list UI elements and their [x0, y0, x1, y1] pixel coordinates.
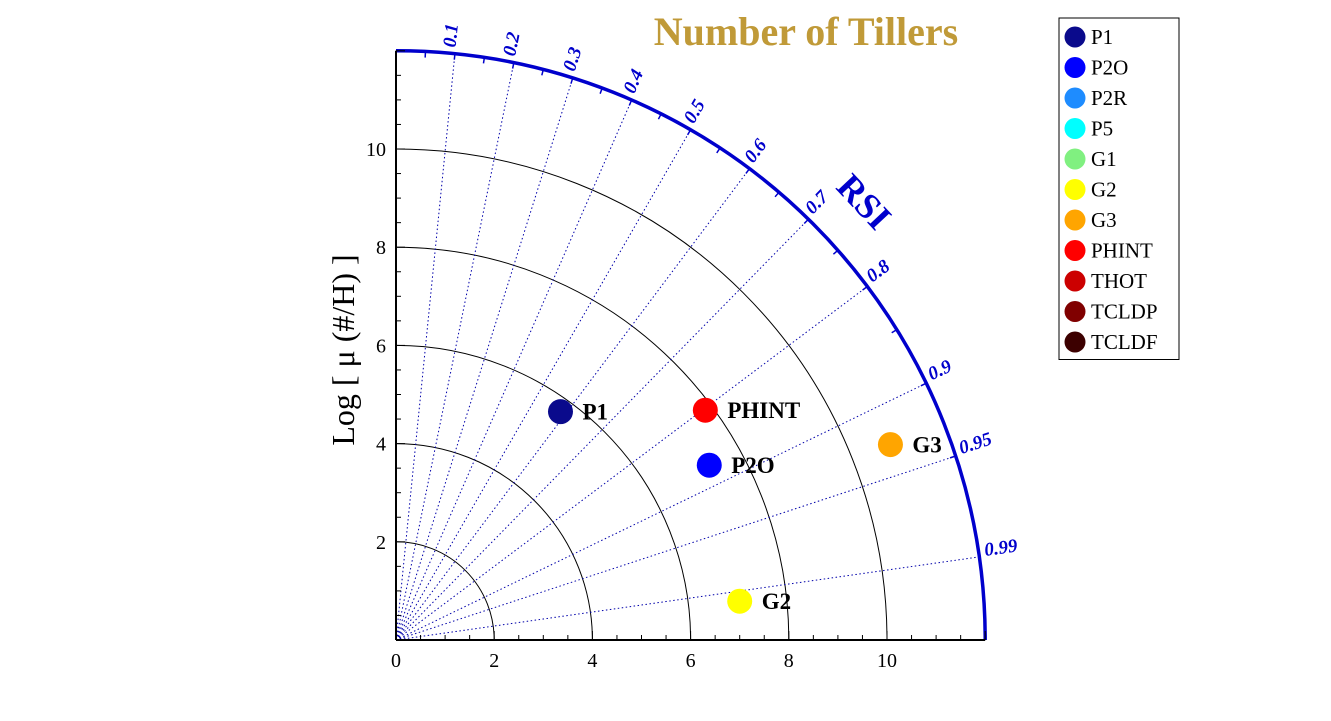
legend-label: P2O: [1091, 56, 1128, 80]
legend-label: G2: [1091, 178, 1117, 202]
y-tick-label: 6: [376, 335, 386, 357]
correlation-tick-label: 0.4: [619, 66, 648, 96]
data-point-label: P2O: [731, 453, 774, 478]
legend-label: P5: [1091, 117, 1113, 141]
legend: P1 P2O P2R P5 G1 G2 G3 PHINT THOT TCLDP TCLDF: [1058, 17, 1180, 360]
correlation-tick-label: 0.99: [983, 535, 1019, 561]
x-tick-label: 10: [877, 650, 897, 672]
legend-label: TCLDF: [1091, 330, 1158, 354]
radial-arc: [395, 344, 692, 641]
correlation-tick-label: 0.6: [740, 135, 771, 167]
y-tick-label: 8: [376, 237, 386, 259]
chart-title: Number of Tillers: [654, 9, 958, 54]
radial-arc: [395, 148, 888, 641]
radial-arc: [395, 541, 495, 641]
data-point: [696, 452, 722, 478]
legend-swatch: [1064, 331, 1086, 353]
x-tick-label: 6: [686, 650, 696, 672]
legend-swatch: [1064, 301, 1086, 322]
x-tick-label: 8: [784, 650, 794, 672]
data-point-label: P1: [582, 400, 608, 425]
y-tick-label: 10: [366, 139, 386, 161]
legend-swatch: [1064, 118, 1086, 139]
radial-arc: [395, 443, 593, 641]
legend-swatch: [1064, 148, 1086, 170]
data-point-label: G3: [912, 433, 941, 458]
x-tick-label: 0: [391, 650, 401, 672]
arc-label: RSI: [829, 166, 899, 237]
correlation-tick-label: 0.9: [925, 356, 956, 385]
correlation-tick-label: 0.2: [499, 30, 524, 58]
legend-label: TCLDP: [1091, 300, 1158, 324]
data-point: [547, 399, 573, 425]
y-axis-label: Log [ μ (#/H) ]: [325, 254, 361, 445]
correlation-tick-label: 0.95: [956, 428, 995, 458]
legend-swatch: [1064, 26, 1086, 48]
outer-arc: [395, 49, 987, 641]
correlation-tick-label: 0.3: [559, 45, 586, 74]
legend-swatch: [1064, 270, 1086, 292]
correlation-tick-label: 0.8: [863, 256, 895, 287]
correlation-tick-label: 0.5: [680, 96, 710, 128]
legend-swatch: [1064, 179, 1086, 200]
data-point: [692, 397, 718, 423]
plot-area: 0.1 0.2 0.3 0.4 0.5 0.6 0.7 0.8 0.9 0.95 0.99 0 2 2 4 4…: [366, 23, 1019, 672]
legend-label: G1: [1091, 147, 1117, 171]
legend-label: P2R: [1091, 86, 1127, 110]
legend-swatch: [1064, 209, 1086, 231]
x-tick-label: 4: [587, 650, 597, 672]
y-tick-label: 4: [376, 434, 386, 456]
legend-label: G3: [1091, 208, 1117, 232]
legend-swatch: [1064, 240, 1086, 261]
legend-label: P1: [1091, 25, 1113, 49]
data-point-label: PHINT: [727, 398, 800, 423]
x-tick-label: 2: [489, 650, 499, 672]
legend-label: THOT: [1091, 269, 1147, 293]
legend-swatch: [1064, 57, 1086, 78]
radial-arc: [395, 246, 790, 641]
correlation-tick-label: 0.7: [801, 186, 834, 219]
data-point-label: G2: [762, 589, 791, 614]
data-point: [727, 588, 753, 614]
legend-swatch: [1064, 87, 1086, 109]
y-tick-label: 2: [376, 532, 386, 554]
legend-label: PHINT: [1091, 239, 1153, 263]
data-point: [877, 432, 903, 458]
correlation-tick-label: 0.1: [440, 23, 463, 49]
